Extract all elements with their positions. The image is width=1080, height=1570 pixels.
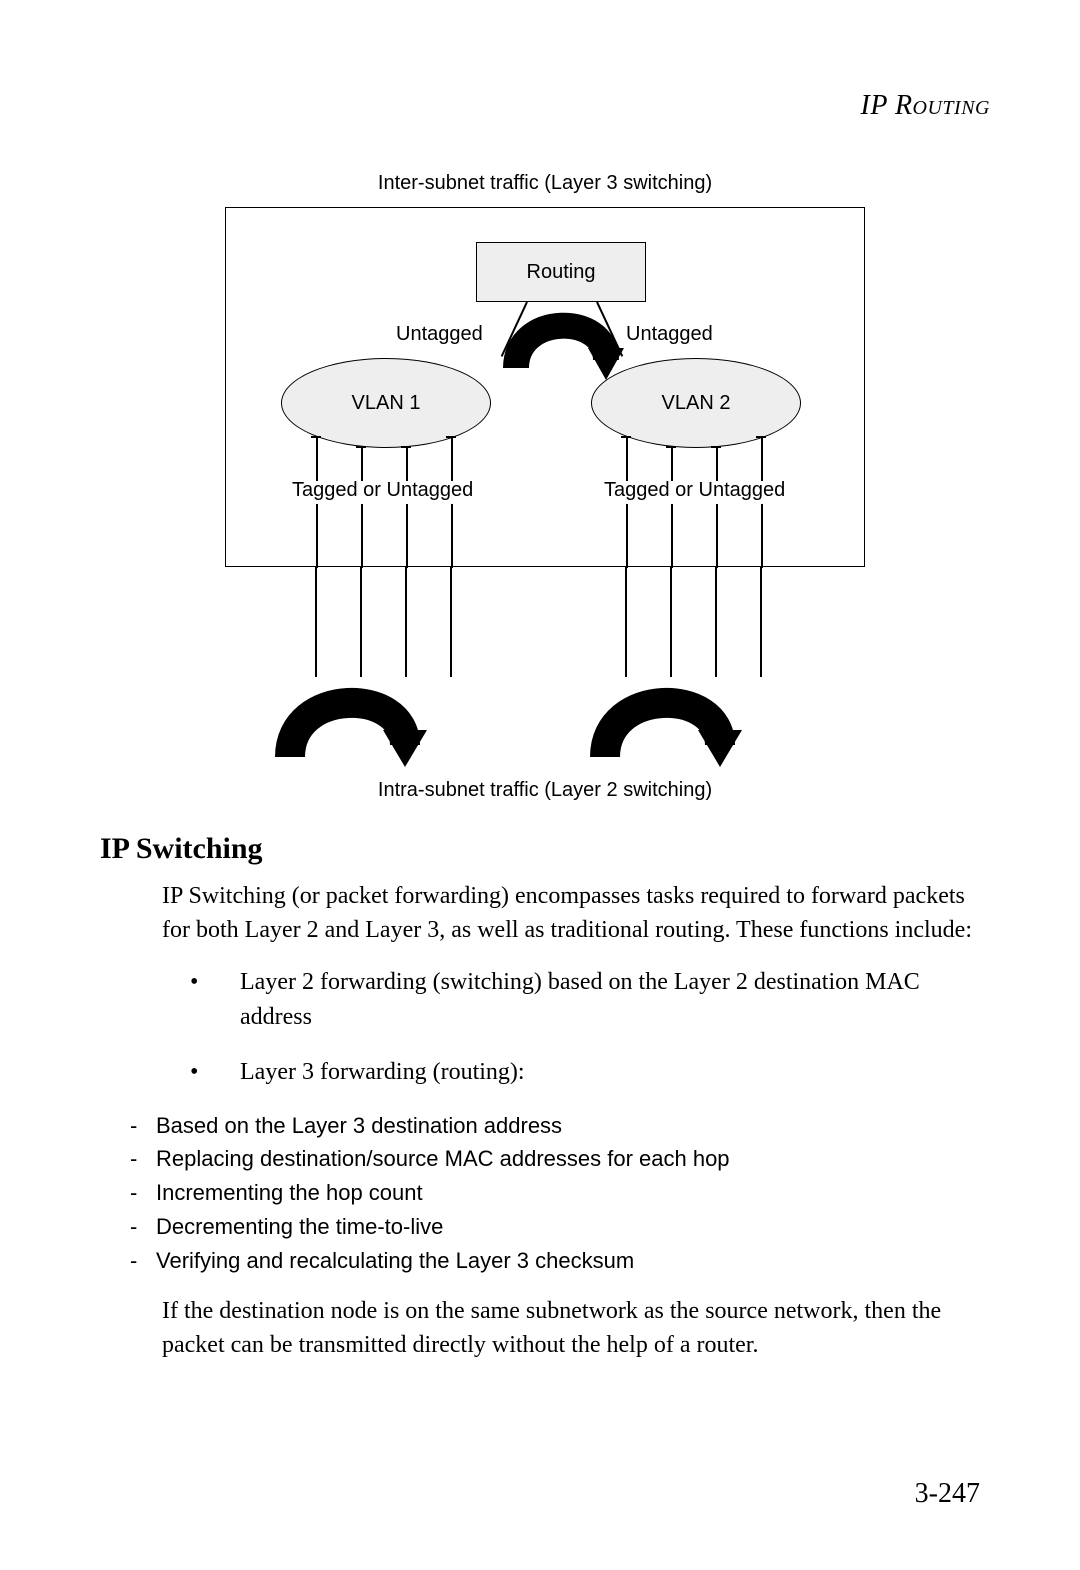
drop-line: [450, 567, 452, 677]
page: IP Routing Inter-subnet traffic (Layer 3…: [0, 0, 1080, 1570]
routing-box: Routing: [476, 242, 646, 302]
drop-line: [626, 504, 628, 568]
port-line: [626, 436, 628, 481]
port-tick: [621, 436, 631, 438]
drop-line: [716, 504, 718, 568]
tagged-right: Tagged or Untagged: [604, 479, 785, 502]
intro-paragraph: IP Switching (or packet forwarding) enco…: [162, 880, 990, 947]
port-line: [761, 436, 763, 481]
untagged-right: Untagged: [626, 323, 713, 346]
drop-line: [361, 504, 363, 568]
figure-box: Routing Untagged Untagged VLAN 1 VLAN 2: [225, 207, 865, 567]
port-line: [361, 446, 363, 481]
section-heading: IP Switching: [100, 832, 990, 866]
vlan2-ellipse: VLAN 2: [591, 358, 801, 448]
closing-paragraph: If the destination node is on the same s…: [162, 1295, 990, 1362]
port-line: [451, 436, 453, 481]
drop-line: [671, 504, 673, 568]
page-number: 3-247: [915, 1478, 980, 1510]
vlan1-label: VLAN 1: [352, 392, 421, 415]
drop-line: [405, 567, 407, 677]
routing-arrow-icon: [496, 298, 626, 388]
figure-top-title: Inter-subnet traffic (Layer 3 switching): [225, 172, 865, 195]
layer2-arrow-left-icon: [265, 675, 435, 767]
dash-list: Based on the Layer 3 destination address…: [130, 1110, 990, 1277]
port-line: [316, 436, 318, 481]
figure-bottom-title: Intra-subnet traffic (Layer 2 switching): [225, 779, 865, 802]
tagged-left: Tagged or Untagged: [292, 479, 473, 502]
figure-below: [225, 567, 865, 767]
drop-line: [316, 504, 318, 568]
drop-line: [761, 504, 763, 568]
port-tick: [446, 436, 456, 438]
routing-label: Routing: [527, 261, 596, 284]
figure: Inter-subnet traffic (Layer 3 switching)…: [225, 172, 865, 802]
drop-line: [451, 504, 453, 568]
port-tick: [356, 446, 366, 448]
drop-line: [625, 567, 627, 677]
bullet-item: Layer 3 forwarding (routing):: [162, 1055, 990, 1090]
running-header: IP Routing: [100, 90, 990, 122]
dash-item: Verifying and recalculating the Layer 3 …: [130, 1245, 990, 1277]
drop-line: [670, 567, 672, 677]
para1: IP Switching (or packet forwarding) enco…: [162, 880, 990, 947]
dash-item: Replacing destination/source MAC address…: [130, 1143, 990, 1175]
drop-line: [760, 567, 762, 677]
header-title: IP Routing: [861, 90, 990, 121]
port-tick: [666, 446, 676, 448]
dash-item: Incrementing the hop count: [130, 1177, 990, 1209]
para2: If the destination node is on the same s…: [162, 1295, 990, 1362]
drop-line: [360, 567, 362, 677]
port-line: [716, 446, 718, 481]
port-tick: [311, 436, 321, 438]
port-tick: [711, 446, 721, 448]
vlan1-ellipse: VLAN 1: [281, 358, 491, 448]
bullet-item: Layer 2 forwarding (switching) based on …: [162, 965, 990, 1035]
dash-item: Decrementing the time-to-live: [130, 1211, 990, 1243]
untagged-left: Untagged: [396, 323, 483, 346]
drop-line: [406, 504, 408, 568]
layer2-arrow-right-icon: [580, 675, 750, 767]
port-tick: [756, 436, 766, 438]
port-line: [671, 446, 673, 481]
drop-line: [315, 567, 317, 677]
bullet-list: Layer 2 forwarding (switching) based on …: [162, 965, 990, 1089]
port-tick: [401, 446, 411, 448]
drop-line: [715, 567, 717, 677]
dash-item: Based on the Layer 3 destination address: [130, 1110, 990, 1142]
port-line: [406, 446, 408, 481]
vlan2-label: VLAN 2: [662, 392, 731, 415]
